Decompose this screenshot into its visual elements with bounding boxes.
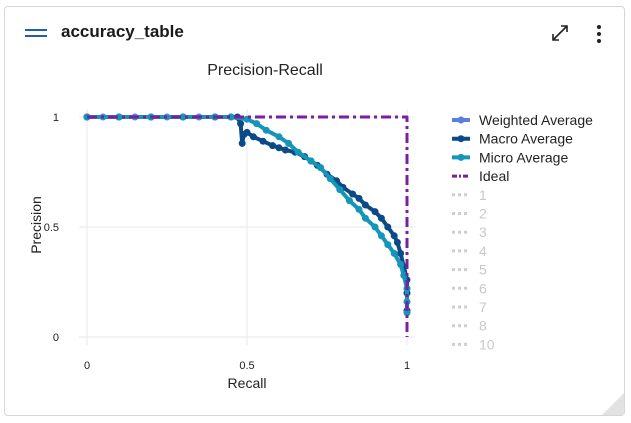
resize-handle-icon[interactable] (602, 393, 624, 415)
y-tick-label: 1 (53, 112, 59, 124)
data-point (227, 113, 235, 121)
legend-marker (457, 116, 465, 124)
legend-label: Macro Average (479, 131, 573, 147)
data-point (326, 175, 334, 183)
axis-ticks: 0 0.5 1 0 0.5 1 (44, 112, 410, 372)
data-point (403, 309, 411, 317)
data-point (275, 144, 283, 152)
y-tick-label: 0 (53, 332, 59, 344)
data-point (307, 157, 315, 165)
data-point (336, 186, 344, 194)
legend-label-hidden: 4 (479, 243, 487, 259)
legend-marker (457, 135, 465, 143)
data-point (361, 214, 369, 222)
precision-recall-chart: Precision-Recall 0 0.5 100.51 Recall Preci… (28, 62, 593, 391)
data-point (377, 214, 385, 222)
legend-label-hidden: 2 (479, 206, 487, 222)
data-point (384, 223, 392, 231)
data-point (317, 164, 325, 172)
data-point (115, 113, 123, 121)
legend-label-hidden: 3 (479, 224, 487, 240)
x-tick-label: 1 (404, 360, 410, 372)
data-point (281, 146, 289, 154)
data-point (393, 238, 401, 246)
data-point (361, 201, 369, 209)
data-point (269, 142, 277, 150)
data-point (243, 128, 251, 136)
hamburger-icon[interactable] (25, 26, 47, 40)
y-tick-label: 0.5 (44, 222, 59, 234)
legend-label: Micro Average (479, 149, 568, 165)
data-point (384, 241, 392, 249)
x-axis-label: Recall (228, 375, 267, 391)
chart-title: Precision-Recall (207, 62, 323, 79)
card-title: accuracy_table (61, 22, 184, 41)
legend-label-hidden: 6 (479, 280, 487, 296)
data-point (390, 249, 398, 257)
expand-icon[interactable] (550, 23, 570, 43)
legend-label: Ideal (479, 168, 509, 184)
grid (79, 109, 415, 345)
data-point (390, 232, 398, 240)
data-point (238, 139, 246, 147)
data-point (371, 223, 379, 231)
series-line-ideal (87, 115, 409, 337)
legend-label-hidden: 7 (479, 299, 487, 315)
data-point (371, 208, 379, 216)
chart-card: accuracy_table Precision-Recall 0 0.5 1 0 0.… (4, 6, 625, 416)
legend-label-hidden: 1 (479, 187, 487, 203)
data-point (275, 133, 283, 141)
legend-label-hidden: 10 (479, 336, 495, 352)
data-point (259, 137, 267, 145)
legend: Weighted Average Macro Average Micro Avera… (452, 112, 593, 352)
x-tick-label: 0.5 (239, 360, 254, 372)
legend-label-hidden: 8 (479, 318, 487, 334)
data-point (397, 260, 405, 268)
data-point (345, 197, 353, 205)
legend-marker (457, 153, 465, 161)
series-group (83, 113, 411, 337)
data-point (262, 126, 270, 134)
data-point (349, 190, 357, 198)
data-point (355, 194, 363, 202)
legend-label-hidden: 5 (479, 262, 487, 278)
card-header: accuracy_table (5, 7, 624, 61)
data-point (249, 133, 257, 141)
data-point (285, 139, 293, 147)
data-point (355, 205, 363, 213)
data-point (253, 120, 261, 128)
data-point (377, 232, 385, 240)
more-vertical-icon[interactable] (593, 23, 605, 45)
data-point (294, 148, 302, 156)
legend-label: Weighted Average (479, 112, 593, 128)
data-point (397, 249, 405, 257)
data-point (237, 120, 245, 128)
x-tick-label: 0 (84, 360, 90, 372)
y-axis-label: Precision (28, 196, 44, 254)
data-point (179, 113, 187, 121)
